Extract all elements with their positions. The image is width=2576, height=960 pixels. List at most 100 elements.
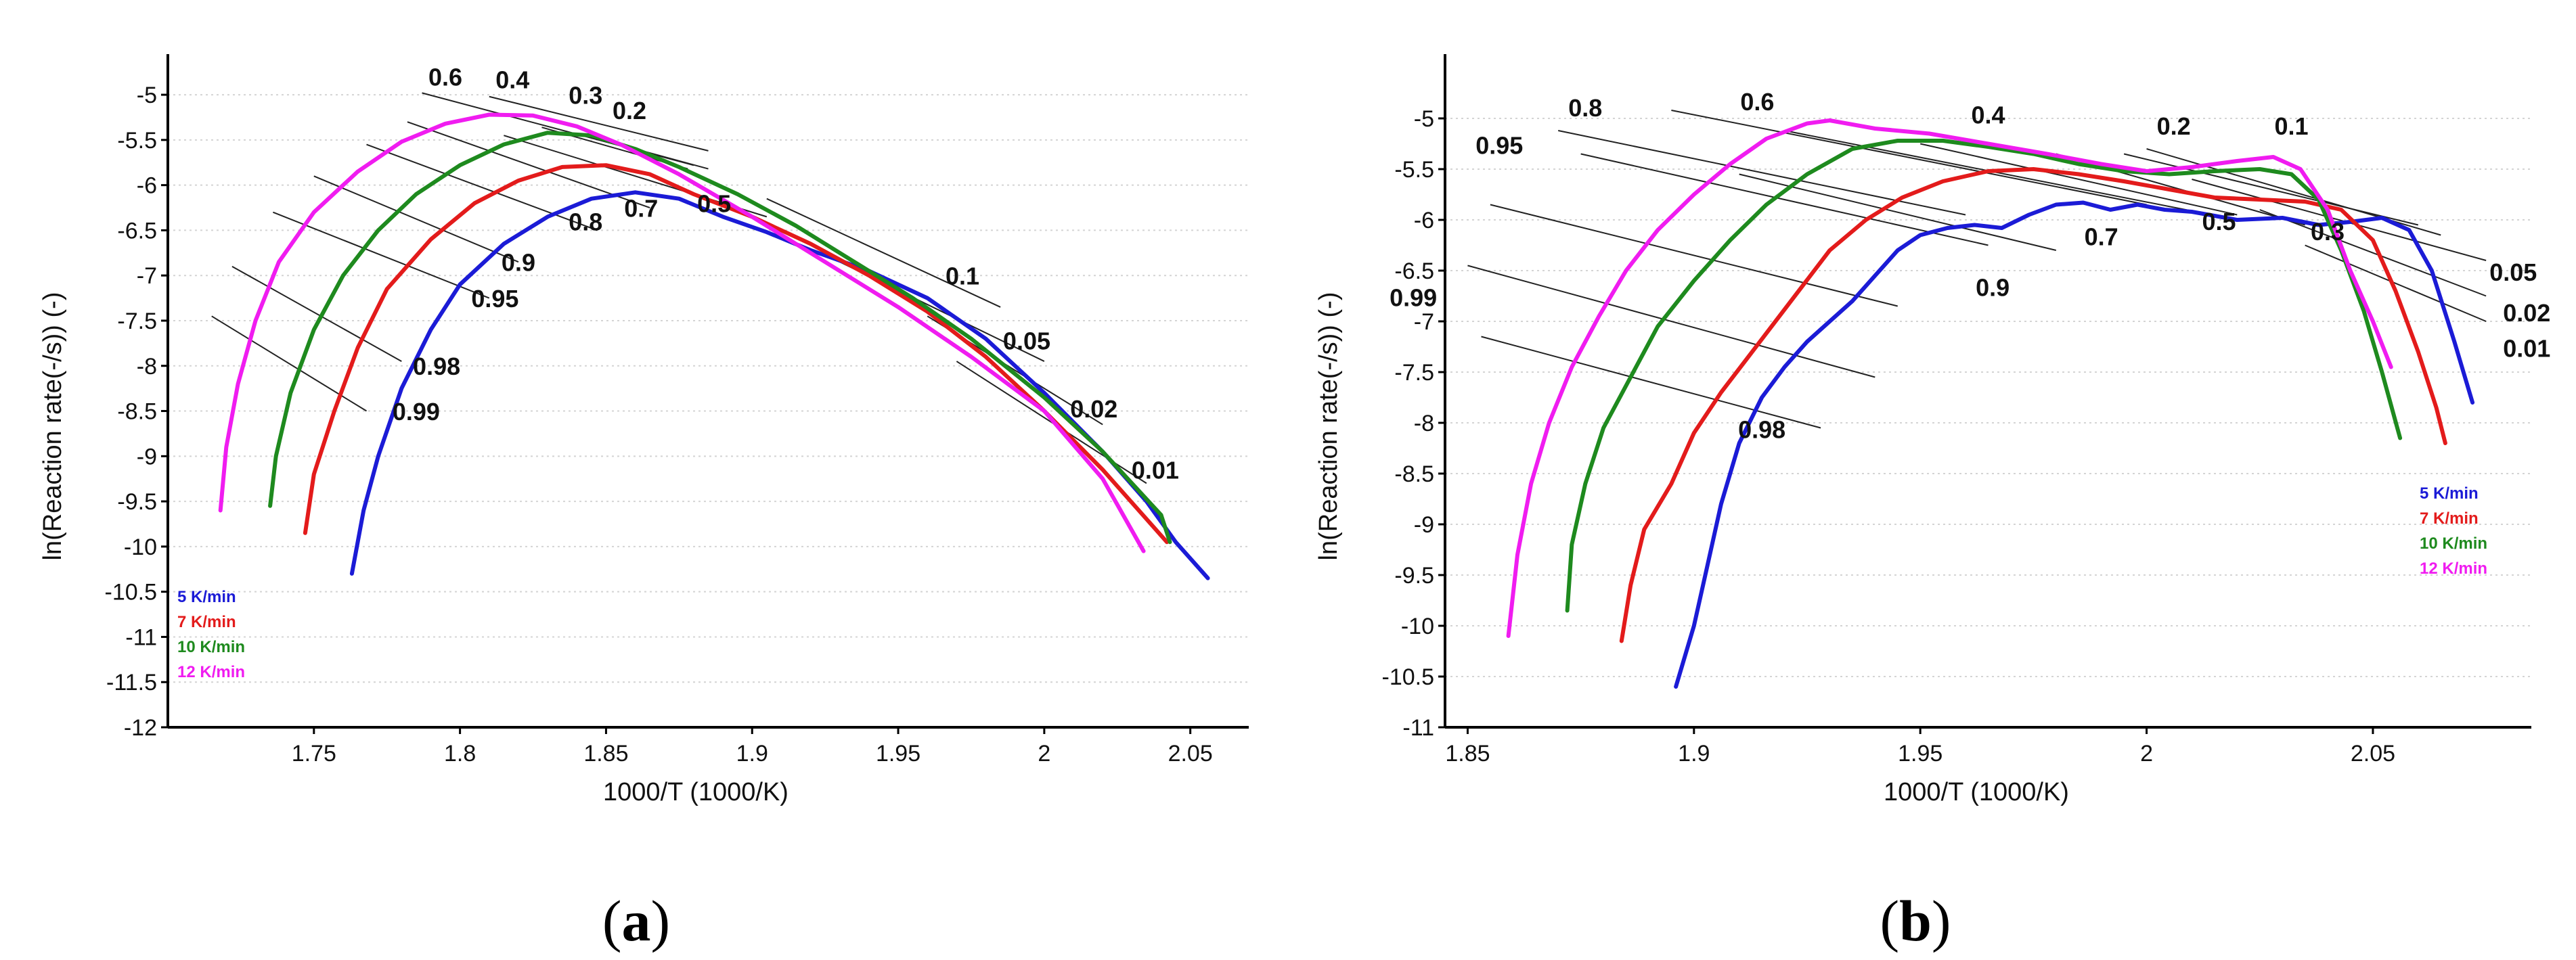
x-tick-label: 2.05 [2351,741,2395,767]
series-line-7-k-min [303,163,1170,545]
x-tick-label: 2.05 [1168,741,1213,767]
isoconversion-label: 0.8 [569,208,602,235]
isoconversion-label: 0.2 [2157,112,2191,140]
caption-b-close: ) [1932,888,1951,953]
y-tick-label: -6 [1414,208,1434,233]
isoconversion-line-0.8 [366,143,598,231]
y-tick-label: -11 [1402,715,1434,741]
y-tick-label: -5 [137,83,157,108]
legend-entry: 12 K/min [2420,559,2487,578]
caption-a-open: ( [602,888,622,953]
isoconversion-line-0.5 [504,135,768,218]
isoconversion-line-0.99 [1481,336,1821,429]
y-tick-label: -8.5 [117,399,157,425]
y-tick-label: -10 [1401,614,1434,639]
x-tick-label: 2 [2140,741,2153,767]
y-tick-label: -11 [125,624,157,650]
y-tick-label: -7 [1414,309,1434,335]
legend-entry: 5 K/min [2420,484,2479,503]
isoconversion-label: 0.99 [393,398,440,426]
y-tick-label: -10.5 [1382,664,1435,690]
x-tick-label: 1.9 [1678,741,1710,767]
caption-b-open: ( [1880,888,1899,953]
x-axis-title-b: 1000/T (1000/K) [1884,778,2069,806]
y-tick-label: -11.5 [106,670,157,695]
legend-entry: 12 K/min [177,663,245,681]
isoconversion-label: 0.5 [697,190,731,218]
isoconversion-label: 0.05 [2489,258,2537,286]
y-tick-label: -6.5 [1394,258,1434,284]
isoconversion-label: 0.4 [495,66,529,94]
x-tick-label: 1.8 [444,741,476,767]
legend-b: 5 K/min 7 K/min 10 K/min 12 K/min [2420,484,2487,578]
isoconversion-label: 0.95 [1475,132,1523,160]
y-tick-label: -9 [1414,512,1434,538]
isoconversion-line-0.7 [1739,173,2057,251]
isoconversion-label: 0.98 [1738,416,1785,444]
series-line-10-k-min [1565,139,2403,613]
isoconversion-label: 0.4 [1971,101,2005,129]
y-tick-label: -7 [137,263,157,289]
chart-panel-a: -5 -5.5 -6 -6.5 -7 -7.5 -8 -8.5 -9 -9.5 -10 -10.5 -1… [39,54,1249,953]
x-axis-title-a: 1000/T (1000/K) [603,778,789,806]
isoconversion-labels-b: 0.8 0.6 0.4 0.2 0.1 0.95 0.99 0.9 0.7 0.5 0.3 0.05 0… [1390,88,2550,444]
isoconversion-label: 0.6 [428,64,462,91]
isoconversion-line-0.02 [2259,209,2487,297]
chart-panel-b: -5 -5.5 -6 -6.5 -7 -7.5 -8 -8.5 -9 -9.5 -10 -10.5 -1… [1314,54,2550,953]
caption-a-close: ) [651,888,671,953]
isoconversion-line-0.4 [489,95,709,152]
x-tick-label: 1.75 [292,741,336,767]
series-line-5-k-min [1674,200,2475,689]
isoconversion-line-0.95 [1580,153,1989,246]
x-tick-label: 1.9 [736,741,768,767]
isoconversion-line-0.01 [2305,244,2487,322]
legend-entry: 10 K/min [2420,534,2487,553]
isoconversion-line-0.6 [1671,110,2147,206]
y-tick-label: -10.5 [105,580,158,605]
isoconversion-label: 0.9 [1976,274,2009,302]
y-tick-label: -8 [137,354,157,380]
isoconversion-line-0.1 [766,198,1001,308]
y-axis-title-a: ln(Reaction rate(-/s)) (-) [39,292,67,561]
y-tick-label: -7.5 [1394,360,1434,386]
y-tick-label: -6.5 [117,218,157,244]
y-tick-label: -5.5 [1394,157,1434,183]
isoconversion-label: 0.9 [502,249,535,277]
isoconversion-label: 0.7 [624,194,658,222]
isoconversion-label: 0.95 [471,285,518,313]
isoconversion-label: 0.2 [613,97,646,124]
isoconversion-label: 0.6 [1740,88,1774,116]
series-line-5-k-min [349,190,1210,580]
caption-a: (a) [602,888,670,953]
y-tick-label: -7.5 [117,308,157,334]
isoconversion-label: 0.01 [1132,457,1179,484]
y-tick-label: -9.5 [117,489,157,515]
series-b [1506,118,2475,689]
y-tick-label: -5.5 [117,128,157,154]
x-tick-label: 1.95 [1898,741,1942,767]
x-tick-label: 1.85 [583,741,628,767]
caption-a-letter: a [622,888,651,953]
isoconversion-line-0.95 [273,211,490,299]
isoconversion-line-0.98 [231,265,402,362]
isoconversion-label: 0.98 [413,352,460,380]
y-tick-label: -8 [1414,411,1434,436]
isoconversion-line-0.5 [1919,143,2238,216]
isoconversion-label: 0.5 [2202,208,2236,235]
y-tick-label: -9.5 [1394,563,1434,589]
isoconversion-line-0.2 [2123,153,2419,226]
y-tick-label: -8.5 [1394,461,1434,487]
legend-a: 5 K/min 7 K/min 10 K/min 12 K/min [177,588,245,681]
series-line-12-k-min [1506,118,2393,638]
isoconversion-line-0.7 [407,121,650,208]
axes-b: -5 -5.5 -6 -6.5 -7 -7.5 -8 -8.5 -9 -9.5 -10 -10.5 -1… [1382,54,2531,767]
legend-entry: 7 K/min [2420,509,2479,528]
isoconversion-label: 0.02 [2503,299,2550,327]
caption-b-letter: b [1899,888,1932,953]
isoconversion-label: 0.05 [1003,327,1050,355]
isoconversion-labels-a: 0.6 0.4 0.3 0.2 0.7 0.5 0.8 0.9 0.95 0.98 0.99 0.1 0… [393,64,1179,484]
isoconversion-label: 0.01 [2503,335,2550,363]
legend-entry: 7 K/min [177,613,236,631]
y-tick-label: -9 [137,444,157,470]
isoconversion-line-0.05 [2192,179,2487,261]
